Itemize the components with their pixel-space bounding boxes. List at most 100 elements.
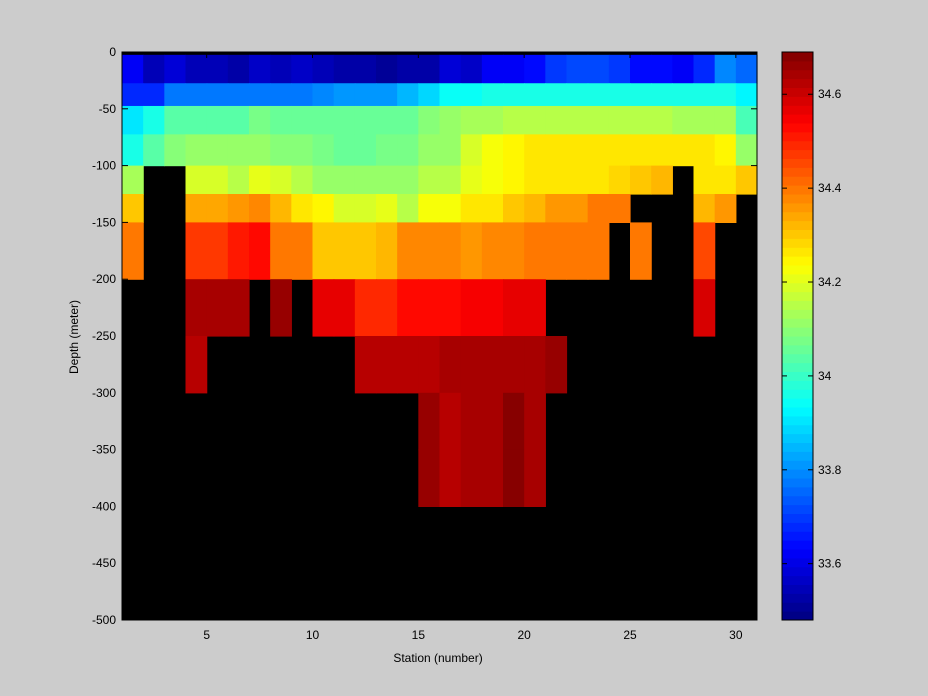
heatmap-cell [376,134,398,167]
heatmap-cell [376,336,398,394]
colorbar-band [782,211,813,222]
heatmap-cell [333,54,356,84]
heatmap-cell [354,194,377,223]
heatmap-cell [270,222,292,280]
heatmap-cell [524,449,546,507]
heatmap-cell [545,336,568,394]
x-axis-ticks: 5 10 15 20 25 30 [203,52,743,642]
colorbar-band [782,513,813,523]
x-tick-label: 15 [412,628,426,642]
heatmap-cell [524,222,546,280]
colorbar-band [782,291,813,302]
heatmap-cell [651,134,673,167]
heatmap-cell [524,194,546,223]
heatmap-cell [587,165,610,195]
y-axis-label: Depth (meter) [67,300,81,374]
heatmap-cell [354,105,377,135]
colorbar-band [782,549,813,559]
heatmap-cell [693,54,716,84]
x-tick-label: 25 [623,628,637,642]
heatmap-cell [481,165,504,195]
heatmap-cell [545,194,568,223]
heatmap-cell [291,105,314,135]
heatmap-cell [185,222,208,280]
heatmap-cell [333,222,356,280]
colorbar-band [782,504,813,515]
heatmap-cell [460,83,483,107]
heatmap-cell [460,165,483,195]
heatmap-cell [503,54,525,84]
heatmap-cell [312,279,335,337]
heatmap-cell [354,279,377,337]
colorbar-band [782,78,813,89]
heatmap-cell [608,134,631,167]
heatmap-cell [418,194,441,223]
colorbar-band [782,584,813,594]
heatmap-cell [693,279,716,337]
y-tick-label: -150 [92,215,116,229]
heatmap-cell [397,165,419,195]
heatmap-cell [481,194,504,223]
y-tick-label: -100 [92,159,116,173]
heatmap-cell [376,83,398,107]
heatmap-cell [460,449,483,507]
heatmap-cell [418,449,441,507]
heatmap-cell [587,54,610,84]
y-tick-label: -300 [92,386,116,400]
colorbar-band [782,389,813,399]
heatmap-cell [587,194,610,223]
heatmap-cell [249,83,271,107]
heatmap-cell [439,194,462,223]
colorbar-band [782,469,813,479]
heatmap-cell [291,83,314,107]
y-tick-label: -350 [92,443,116,457]
heatmap-cell [608,105,631,135]
heatmap-cell [503,336,525,394]
colorbar-band [782,60,813,71]
heatmap-cell [249,54,271,84]
heatmap-cell [291,194,314,223]
colorbar-band [782,415,813,426]
heatmap-cell [227,54,250,84]
colorbar-band [782,194,813,204]
heatmap-cell [672,83,695,107]
heatmap-cell [735,134,758,167]
colorbar-band [782,309,813,319]
colorbar-tick-label: 34 [818,369,832,383]
heatmap-cell [693,194,716,223]
heatmap-cell [503,165,525,195]
heatmap-cell [735,105,758,135]
heatmap-cell [185,165,208,195]
heatmap-cell [122,54,144,84]
heatmap-cell [333,165,356,195]
colorbar-band [782,282,813,293]
heatmap-cell [270,165,292,195]
colorbar-band [782,123,813,133]
heatmap-cell [143,134,165,167]
heatmap-cell [185,194,208,223]
heatmap-cell [376,194,398,223]
heatmap-cell [270,83,292,107]
heatmap-cell [651,165,673,195]
colorbar-band [782,611,813,621]
colorbar-band [782,566,813,577]
heatmap-cell [693,83,716,107]
heatmap-cell [524,336,546,394]
heatmap-cell [693,165,716,195]
colorbar-band [782,247,813,257]
heatmap-cell [503,83,525,107]
heatmap-cell [227,134,250,167]
heatmap-cell [672,134,695,167]
heatmap-cell [185,83,208,107]
heatmap-cell [630,54,652,84]
y-tick-label: -450 [92,556,116,570]
heatmap-cell [122,222,144,280]
heatmap-cell [545,54,568,84]
heatmap-cell [481,449,504,507]
heatmap-cell [206,222,229,280]
heatmap-cell [735,165,758,195]
colorbar-band [782,318,813,328]
heatmap-cell [524,105,546,135]
heatmap-cell [397,54,419,84]
colorbar-band [782,407,813,417]
